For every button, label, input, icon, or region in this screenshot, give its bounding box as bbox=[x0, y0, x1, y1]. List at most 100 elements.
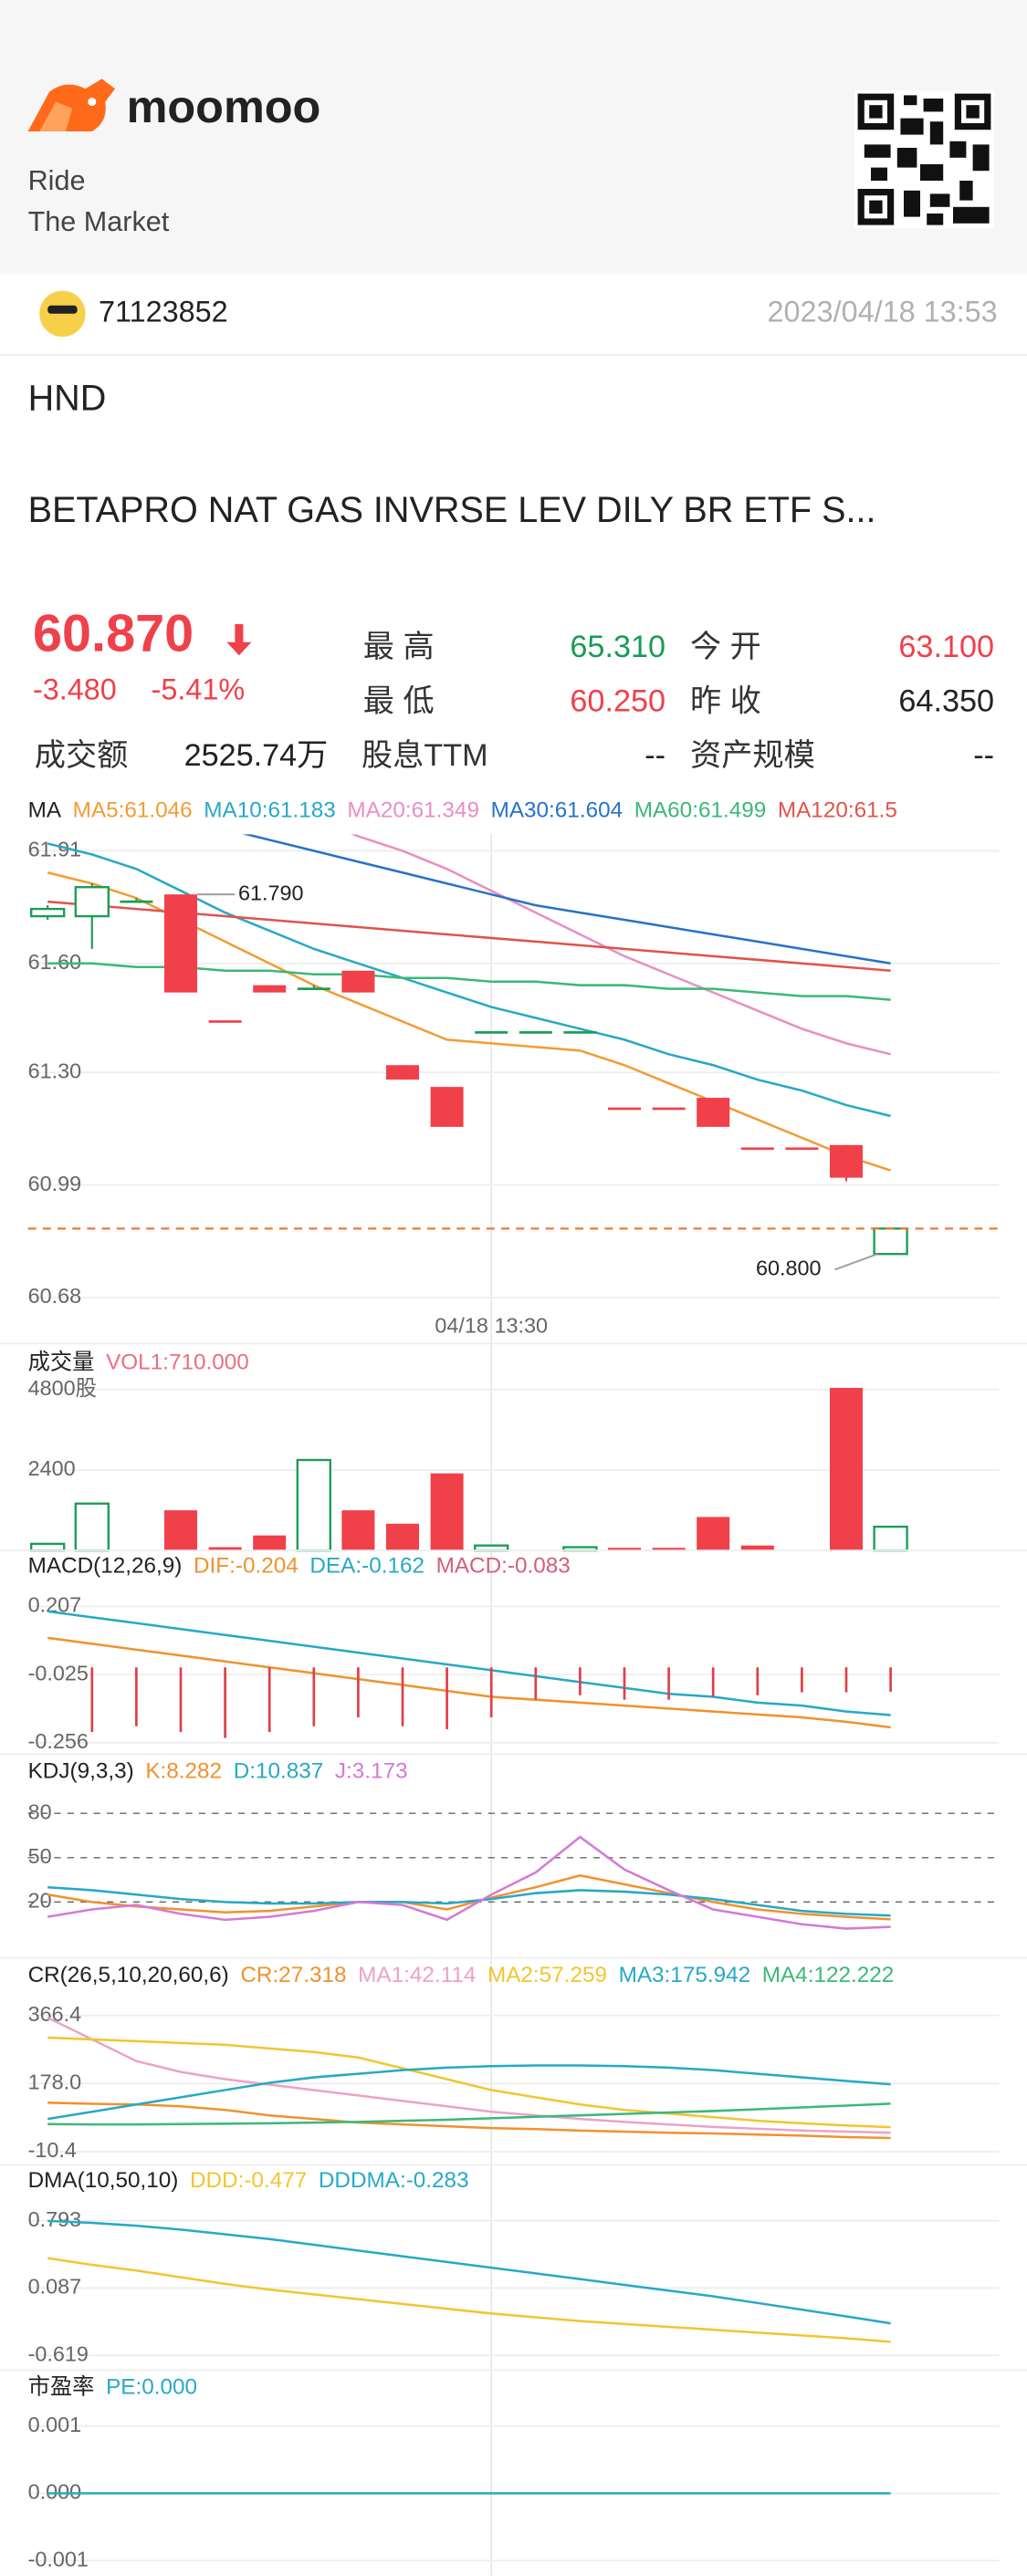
legend: MACD(12,26,9) DIF:-0.204 DEA:-0.162 MACD:-0… bbox=[28, 1554, 571, 1579]
y-tick-label: 20 bbox=[28, 1889, 52, 1913]
legend-item: MA4:122.222 bbox=[762, 1963, 895, 1987]
symbol: HND bbox=[28, 379, 107, 419]
volume-bar bbox=[697, 1517, 730, 1551]
y-tick-label: 178.0 bbox=[28, 2070, 82, 2093]
qr-code bbox=[854, 90, 994, 229]
legend-item: MA3:175.942 bbox=[619, 1963, 751, 1987]
annotation-leader bbox=[834, 1253, 878, 1271]
series-line bbox=[47, 1610, 891, 1716]
y-tick-label: 61.30 bbox=[28, 1059, 82, 1082]
stat-value: -- bbox=[973, 738, 994, 773]
y-tick-label: -0.256 bbox=[28, 1729, 89, 1753]
stat-label: 资产规模 bbox=[690, 738, 815, 773]
candle-body bbox=[697, 1098, 730, 1127]
stat-label: 成交额 bbox=[35, 738, 129, 773]
stat-label: 今 开 bbox=[690, 630, 761, 664]
candle-body bbox=[563, 1031, 597, 1034]
series-line bbox=[47, 1636, 891, 1729]
legend-item: MA20:61.349 bbox=[347, 798, 479, 823]
volume-bar bbox=[430, 1473, 464, 1551]
legend: 成交量 VOL1:710.000 bbox=[28, 1350, 249, 1374]
candle-body bbox=[830, 1144, 863, 1178]
stat-value: 65.310 bbox=[570, 630, 665, 664]
series-line bbox=[47, 2101, 891, 2140]
volume-bar bbox=[253, 1535, 287, 1551]
volume-bar bbox=[208, 1547, 242, 1551]
y-tick-label: 80 bbox=[28, 1799, 52, 1823]
stat-label: 昨 收 bbox=[690, 683, 761, 718]
volume-bar bbox=[608, 1548, 641, 1551]
candle-body bbox=[608, 1107, 641, 1111]
volume-bar bbox=[386, 1523, 419, 1551]
stat-value: 63.100 bbox=[898, 630, 994, 664]
time-label: 04/18 13:30 bbox=[435, 1314, 548, 1338]
legend-title: DMA(10,50,10) bbox=[28, 2168, 179, 2193]
series-line bbox=[47, 2036, 891, 2129]
legend-item: MA60:61.499 bbox=[634, 798, 767, 823]
stat-label: 股息TTM bbox=[362, 738, 488, 773]
avatar-glasses bbox=[47, 305, 78, 314]
price: 60.870 bbox=[33, 605, 194, 663]
volume-bar bbox=[341, 1510, 375, 1551]
candle-body bbox=[652, 1107, 686, 1111]
y-tick-label: -0.025 bbox=[28, 1661, 89, 1684]
candle-body bbox=[785, 1147, 819, 1151]
legend-item: K:8.282 bbox=[145, 1759, 222, 1784]
legend-title: KDJ(9,3,3) bbox=[28, 1759, 134, 1784]
legend-item: MA120:61.5 bbox=[778, 798, 897, 823]
series-line bbox=[47, 1885, 891, 1917]
post-time: 2023/04/18 13:53 bbox=[768, 295, 998, 328]
series-line bbox=[351, 834, 891, 1056]
series-line bbox=[47, 2257, 891, 2343]
annotation: 60.800 bbox=[756, 1257, 822, 1280]
series-line bbox=[47, 2219, 891, 2325]
candle-body bbox=[164, 894, 197, 993]
series-line bbox=[47, 2017, 891, 2134]
legend-item: VOL1:710.000 bbox=[106, 1350, 249, 1374]
stat-label: 最 低 bbox=[363, 683, 435, 718]
y-tick-label: -10.4 bbox=[28, 2138, 77, 2162]
legend: MA MA5:61.046 MA10:61.183 MA20:61.349 MA30:6… bbox=[28, 798, 897, 823]
volume-bar bbox=[830, 1387, 863, 1551]
tagline: Ride bbox=[28, 165, 86, 196]
candle-body bbox=[30, 907, 66, 918]
candle-body bbox=[253, 985, 287, 993]
annotation: 61.790 bbox=[238, 881, 304, 904]
volume-bar bbox=[740, 1545, 774, 1551]
stats: 最 高 65.310 今 开 63.100 最 低 60.250 昨 收 64.350 成交额 2… bbox=[35, 630, 994, 773]
legend-title: 成交量 bbox=[28, 1350, 95, 1374]
legend-item: MA2:57.259 bbox=[487, 1963, 607, 1987]
legend-item: D:10.837 bbox=[234, 1759, 324, 1784]
legend-title: MA bbox=[28, 798, 62, 823]
legend-title: 市盈率 bbox=[28, 2375, 95, 2400]
candle-body bbox=[740, 1147, 774, 1151]
candle-body bbox=[430, 1087, 464, 1127]
legend-item: MACD:-0.083 bbox=[436, 1554, 571, 1579]
y-tick-label: 0.001 bbox=[28, 2413, 82, 2436]
legend-title: CR(26,5,10,20,60,6) bbox=[28, 1963, 229, 1987]
y-tick-label: 61.60 bbox=[28, 950, 82, 974]
user-id: 71123852 bbox=[99, 295, 228, 328]
legend: CR(26,5,10,20,60,6) CR:27.318 MA1:42.114 MA… bbox=[28, 1963, 895, 1987]
legend-item: DIF:-0.204 bbox=[194, 1554, 299, 1579]
candle-body bbox=[120, 900, 153, 903]
change-percent: -5.41% bbox=[152, 673, 246, 705]
candle-body bbox=[873, 1227, 908, 1256]
stat-label: 最 高 bbox=[363, 630, 435, 664]
series-line bbox=[47, 2102, 891, 2126]
candle-body bbox=[475, 1031, 508, 1034]
y-tick-label: 4800股 bbox=[28, 1376, 97, 1400]
volume-bar bbox=[652, 1548, 686, 1551]
y-tick-label: -0.001 bbox=[28, 2547, 89, 2571]
legend-item: J:3.173 bbox=[335, 1759, 408, 1784]
y-tick-label: 0.087 bbox=[28, 2275, 82, 2299]
y-tick-label: 0.000 bbox=[28, 2480, 82, 2504]
volume-bar bbox=[74, 1502, 110, 1552]
y-tick-label: 50 bbox=[28, 1844, 52, 1868]
volume-bar bbox=[873, 1525, 908, 1552]
series-line bbox=[242, 834, 891, 965]
series-line bbox=[47, 2064, 891, 2121]
change: -3.480 bbox=[33, 673, 117, 705]
legend-item: MA10:61.183 bbox=[204, 798, 336, 823]
